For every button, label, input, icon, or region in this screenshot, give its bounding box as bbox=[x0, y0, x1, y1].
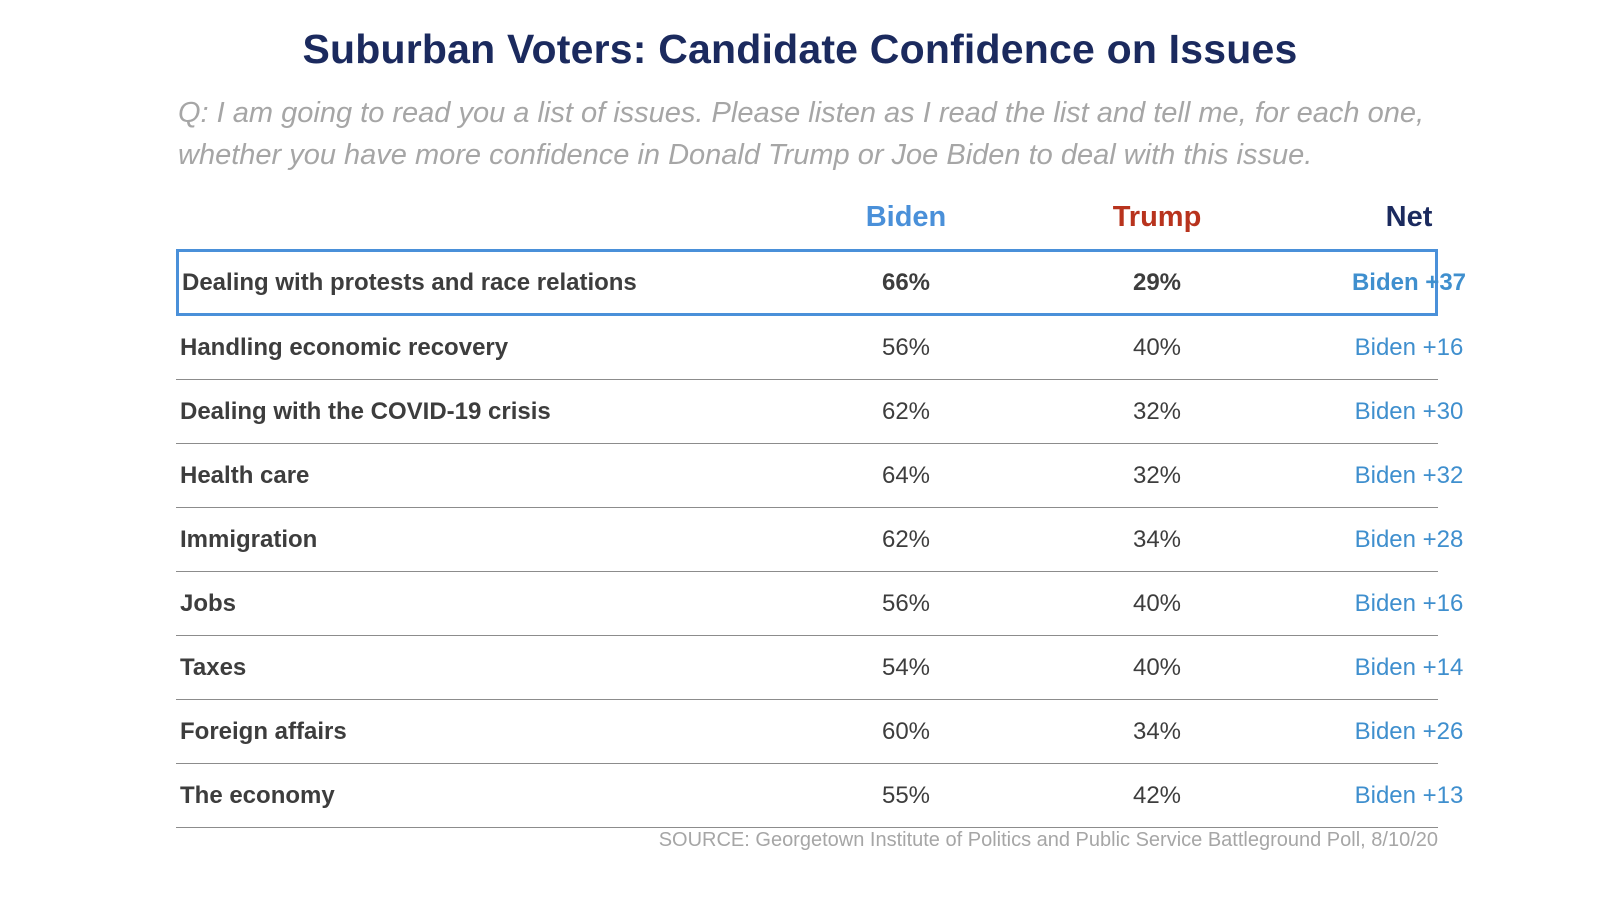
issue-label: The economy bbox=[180, 781, 335, 809]
table-row: Handling economic recovery 56% 40% Biden +1… bbox=[176, 316, 1463, 380]
source-note: SOURCE: Georgetown Institute of Politics… bbox=[658, 829, 1438, 851]
biden-value: 55% bbox=[881, 781, 931, 809]
net-value: Biden +26 bbox=[1354, 717, 1464, 745]
table-row-highlighted: Dealing with protests and race relations… bbox=[176, 249, 1466, 316]
trump-value: 32% bbox=[1132, 397, 1182, 425]
net-value: Biden +16 bbox=[1354, 589, 1464, 617]
table-row: The economy 55% 42% Biden +13 bbox=[176, 764, 1463, 828]
biden-value: 60% bbox=[881, 717, 931, 745]
table-row: Foreign affairs 60% 34% Biden +26 bbox=[176, 700, 1463, 764]
biden-value: 54% bbox=[881, 653, 931, 681]
trump-value: 29% bbox=[1132, 268, 1182, 296]
issue-label: Dealing with the COVID-19 crisis bbox=[180, 397, 551, 425]
chart-subtitle: Q: I am going to read you a list of issu… bbox=[178, 97, 1425, 171]
table-header: Biden Trump Net bbox=[176, 193, 1438, 249]
net-value: Biden +28 bbox=[1354, 525, 1464, 553]
issue-label: Foreign affairs bbox=[180, 717, 347, 745]
trump-value: 34% bbox=[1132, 525, 1182, 553]
header-net: Net bbox=[1385, 201, 1433, 233]
table-body: Dealing with protests and race relations… bbox=[176, 249, 1466, 828]
trump-value: 40% bbox=[1132, 333, 1182, 361]
issue-label: Dealing with protests and race relations bbox=[182, 268, 637, 296]
issue-label: Jobs bbox=[180, 589, 237, 617]
trump-value: 40% bbox=[1132, 653, 1182, 681]
results-table: Biden Trump Net Dealing with protests an… bbox=[176, 193, 1466, 828]
trump-value: 32% bbox=[1132, 461, 1182, 489]
net-value: Biden +30 bbox=[1354, 397, 1464, 425]
table-row: Jobs 56% 40% Biden +16 bbox=[176, 572, 1463, 636]
issue-label: Health care bbox=[180, 461, 310, 489]
issue-label: Handling economic recovery bbox=[180, 333, 509, 361]
net-value: Biden +37 bbox=[1351, 268, 1467, 296]
issue-label: Taxes bbox=[180, 653, 247, 681]
issue-label: Immigration bbox=[180, 525, 318, 553]
biden-value: 56% bbox=[881, 333, 931, 361]
biden-value: 66% bbox=[881, 268, 931, 296]
biden-value: 56% bbox=[881, 589, 931, 617]
net-value: Biden +32 bbox=[1354, 461, 1464, 489]
table-row: Dealing with the COVID-19 crisis 62% 32% Bi… bbox=[176, 380, 1463, 444]
biden-value: 62% bbox=[881, 525, 931, 553]
table-row: Immigration 62% 34% Biden +28 bbox=[176, 508, 1463, 572]
net-value: Biden +13 bbox=[1354, 781, 1464, 809]
header-biden: Biden bbox=[865, 201, 947, 233]
chart-title: Suburban Voters: Candidate Confidence on… bbox=[302, 26, 1298, 72]
biden-value: 62% bbox=[881, 397, 931, 425]
biden-value: 64% bbox=[881, 461, 931, 489]
header-trump: Trump bbox=[1112, 201, 1202, 233]
trump-value: 34% bbox=[1132, 717, 1182, 745]
trump-value: 42% bbox=[1132, 781, 1182, 809]
table-row: Taxes 54% 40% Biden +14 bbox=[176, 636, 1463, 700]
net-value: Biden +14 bbox=[1354, 653, 1464, 681]
trump-value: 40% bbox=[1132, 589, 1182, 617]
net-value: Biden +16 bbox=[1354, 333, 1464, 361]
table-row: Health care 64% 32% Biden +32 bbox=[176, 444, 1463, 508]
